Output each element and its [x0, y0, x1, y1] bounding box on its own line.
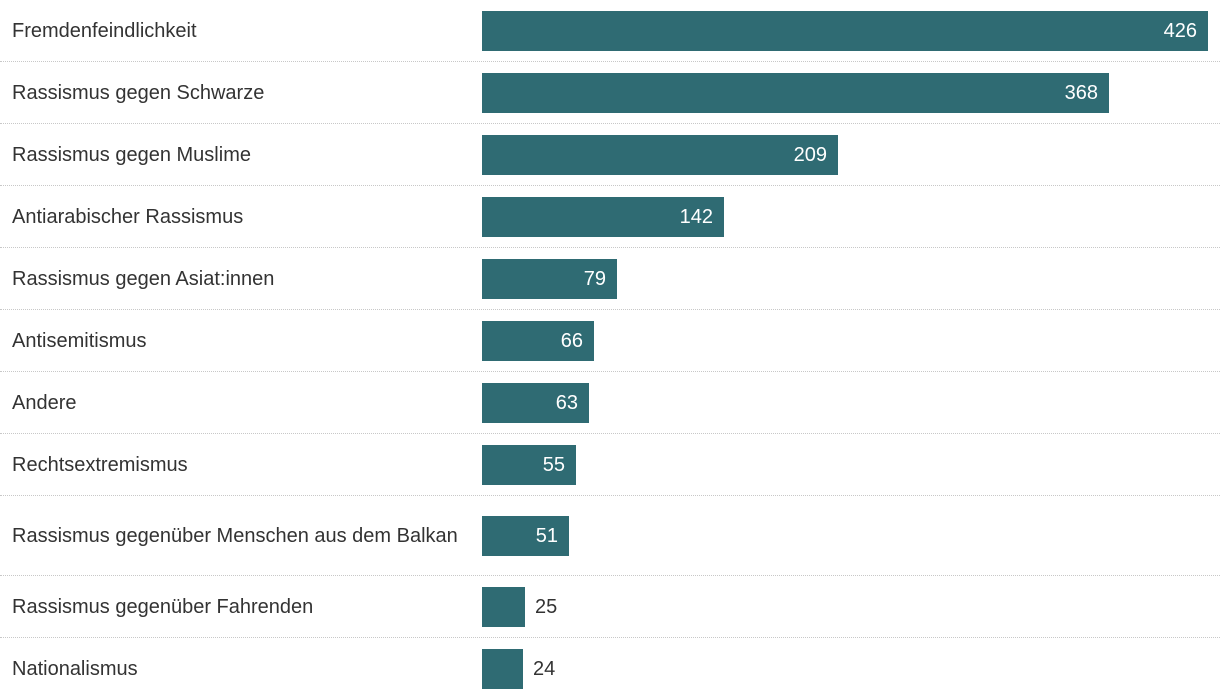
- chart-row: Antisemitismus 66: [0, 310, 1220, 372]
- value-label: 24: [533, 658, 556, 680]
- chart-row: Andere 63: [0, 372, 1220, 434]
- category-label: Rechtsextremismus: [12, 454, 188, 476]
- row-divider: [0, 61, 1220, 62]
- category-label: Rassismus gegen Muslime: [12, 144, 251, 166]
- bar: [482, 135, 838, 175]
- value-label: 55: [542, 454, 565, 476]
- chart-row: Fremdenfeindlichkeit 426: [0, 0, 1220, 62]
- bar: [482, 11, 1208, 51]
- chart-row: Rassismus gegen Schwarze 368: [0, 62, 1220, 124]
- category-label: Rassismus gegen Asiat:innen: [12, 268, 275, 290]
- value-label: 63: [555, 392, 578, 414]
- row-divider: [0, 247, 1220, 248]
- value-label: 209: [793, 144, 827, 166]
- category-label: Andere: [12, 392, 77, 414]
- category-label: Rassismus gegenüber Menschen aus dem Bal…: [12, 525, 458, 547]
- bar: [482, 321, 594, 361]
- category-label: Rassismus gegen Schwarze: [12, 82, 265, 104]
- category-label: Fremdenfeindlichkeit: [12, 20, 197, 42]
- value-label: 142: [679, 206, 713, 228]
- bar: [482, 197, 724, 237]
- bar: [482, 649, 523, 689]
- row-divider: [0, 185, 1220, 186]
- value-label: 66: [560, 330, 583, 352]
- chart-row: Rassismus gegen Muslime 209: [0, 124, 1220, 186]
- row-divider: [0, 495, 1220, 496]
- category-label: Antisemitismus: [12, 330, 147, 352]
- bar: [482, 445, 576, 485]
- category-label: Rassismus gegenüber Fahrenden: [12, 596, 314, 618]
- row-divider: [0, 575, 1220, 576]
- bar: [482, 383, 589, 423]
- chart-row: Rassismus gegenüber Menschen aus dem Bal…: [0, 496, 1220, 576]
- chart-row: Rassismus gegenüber Fahrenden 25: [0, 576, 1220, 638]
- category-label: Nationalismus: [12, 658, 138, 680]
- row-divider: [0, 433, 1220, 434]
- value-label: 426: [1163, 20, 1197, 42]
- chart-row: Nationalismus 24: [0, 638, 1220, 700]
- value-label: 79: [583, 268, 606, 290]
- value-label: 51: [535, 525, 558, 547]
- bar: [482, 259, 617, 299]
- value-label: 25: [535, 596, 558, 618]
- chart-row: Antiarabischer Rassismus 142: [0, 186, 1220, 248]
- value-label: 368: [1064, 82, 1098, 104]
- bar: [482, 516, 569, 556]
- chart-row: Rassismus gegen Asiat:innen 79: [0, 248, 1220, 310]
- chart-row: Rechtsextremismus 55: [0, 434, 1220, 496]
- row-divider: [0, 371, 1220, 372]
- row-divider: [0, 637, 1220, 638]
- row-divider: [0, 309, 1220, 310]
- bar: [482, 73, 1109, 113]
- bar: [482, 587, 525, 627]
- row-divider: [0, 123, 1220, 124]
- category-label: Antiarabischer Rassismus: [12, 206, 244, 228]
